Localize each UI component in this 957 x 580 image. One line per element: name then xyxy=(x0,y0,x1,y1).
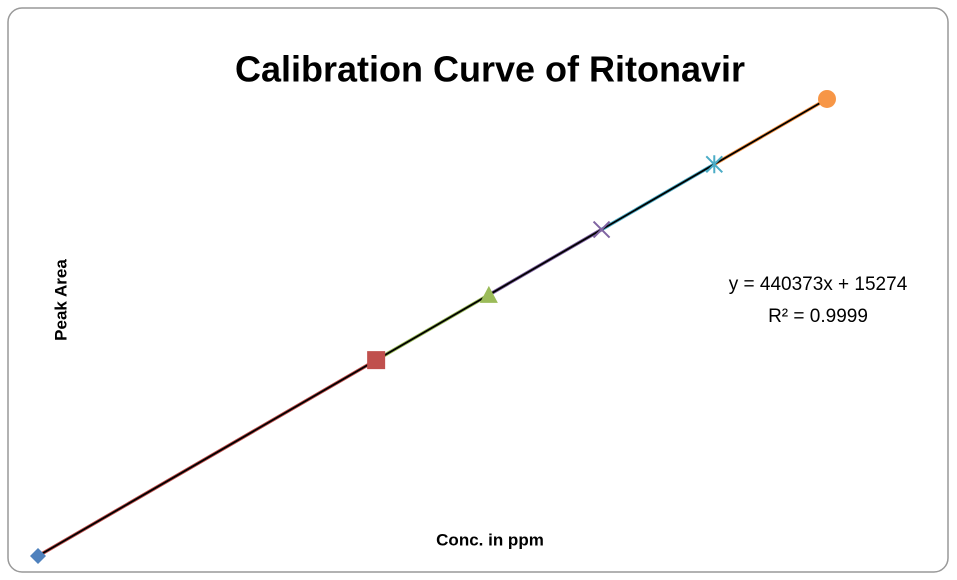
x-axis-label: Conc. in ppm xyxy=(436,530,544,549)
marker xyxy=(592,220,611,239)
y-axis-label: Peak Area xyxy=(51,259,70,341)
marker xyxy=(367,351,386,370)
marker xyxy=(705,155,723,174)
chart-border xyxy=(7,7,949,573)
trendline-equation: y = 440373x + 15274 xyxy=(729,274,908,295)
marker xyxy=(30,547,46,564)
trendline-r2: R² = 0.9999 xyxy=(768,306,868,327)
marker xyxy=(479,285,498,303)
trendline xyxy=(37,98,828,557)
marker xyxy=(818,89,836,108)
chart-title: Calibration Curve of Ritonavir xyxy=(235,49,745,90)
